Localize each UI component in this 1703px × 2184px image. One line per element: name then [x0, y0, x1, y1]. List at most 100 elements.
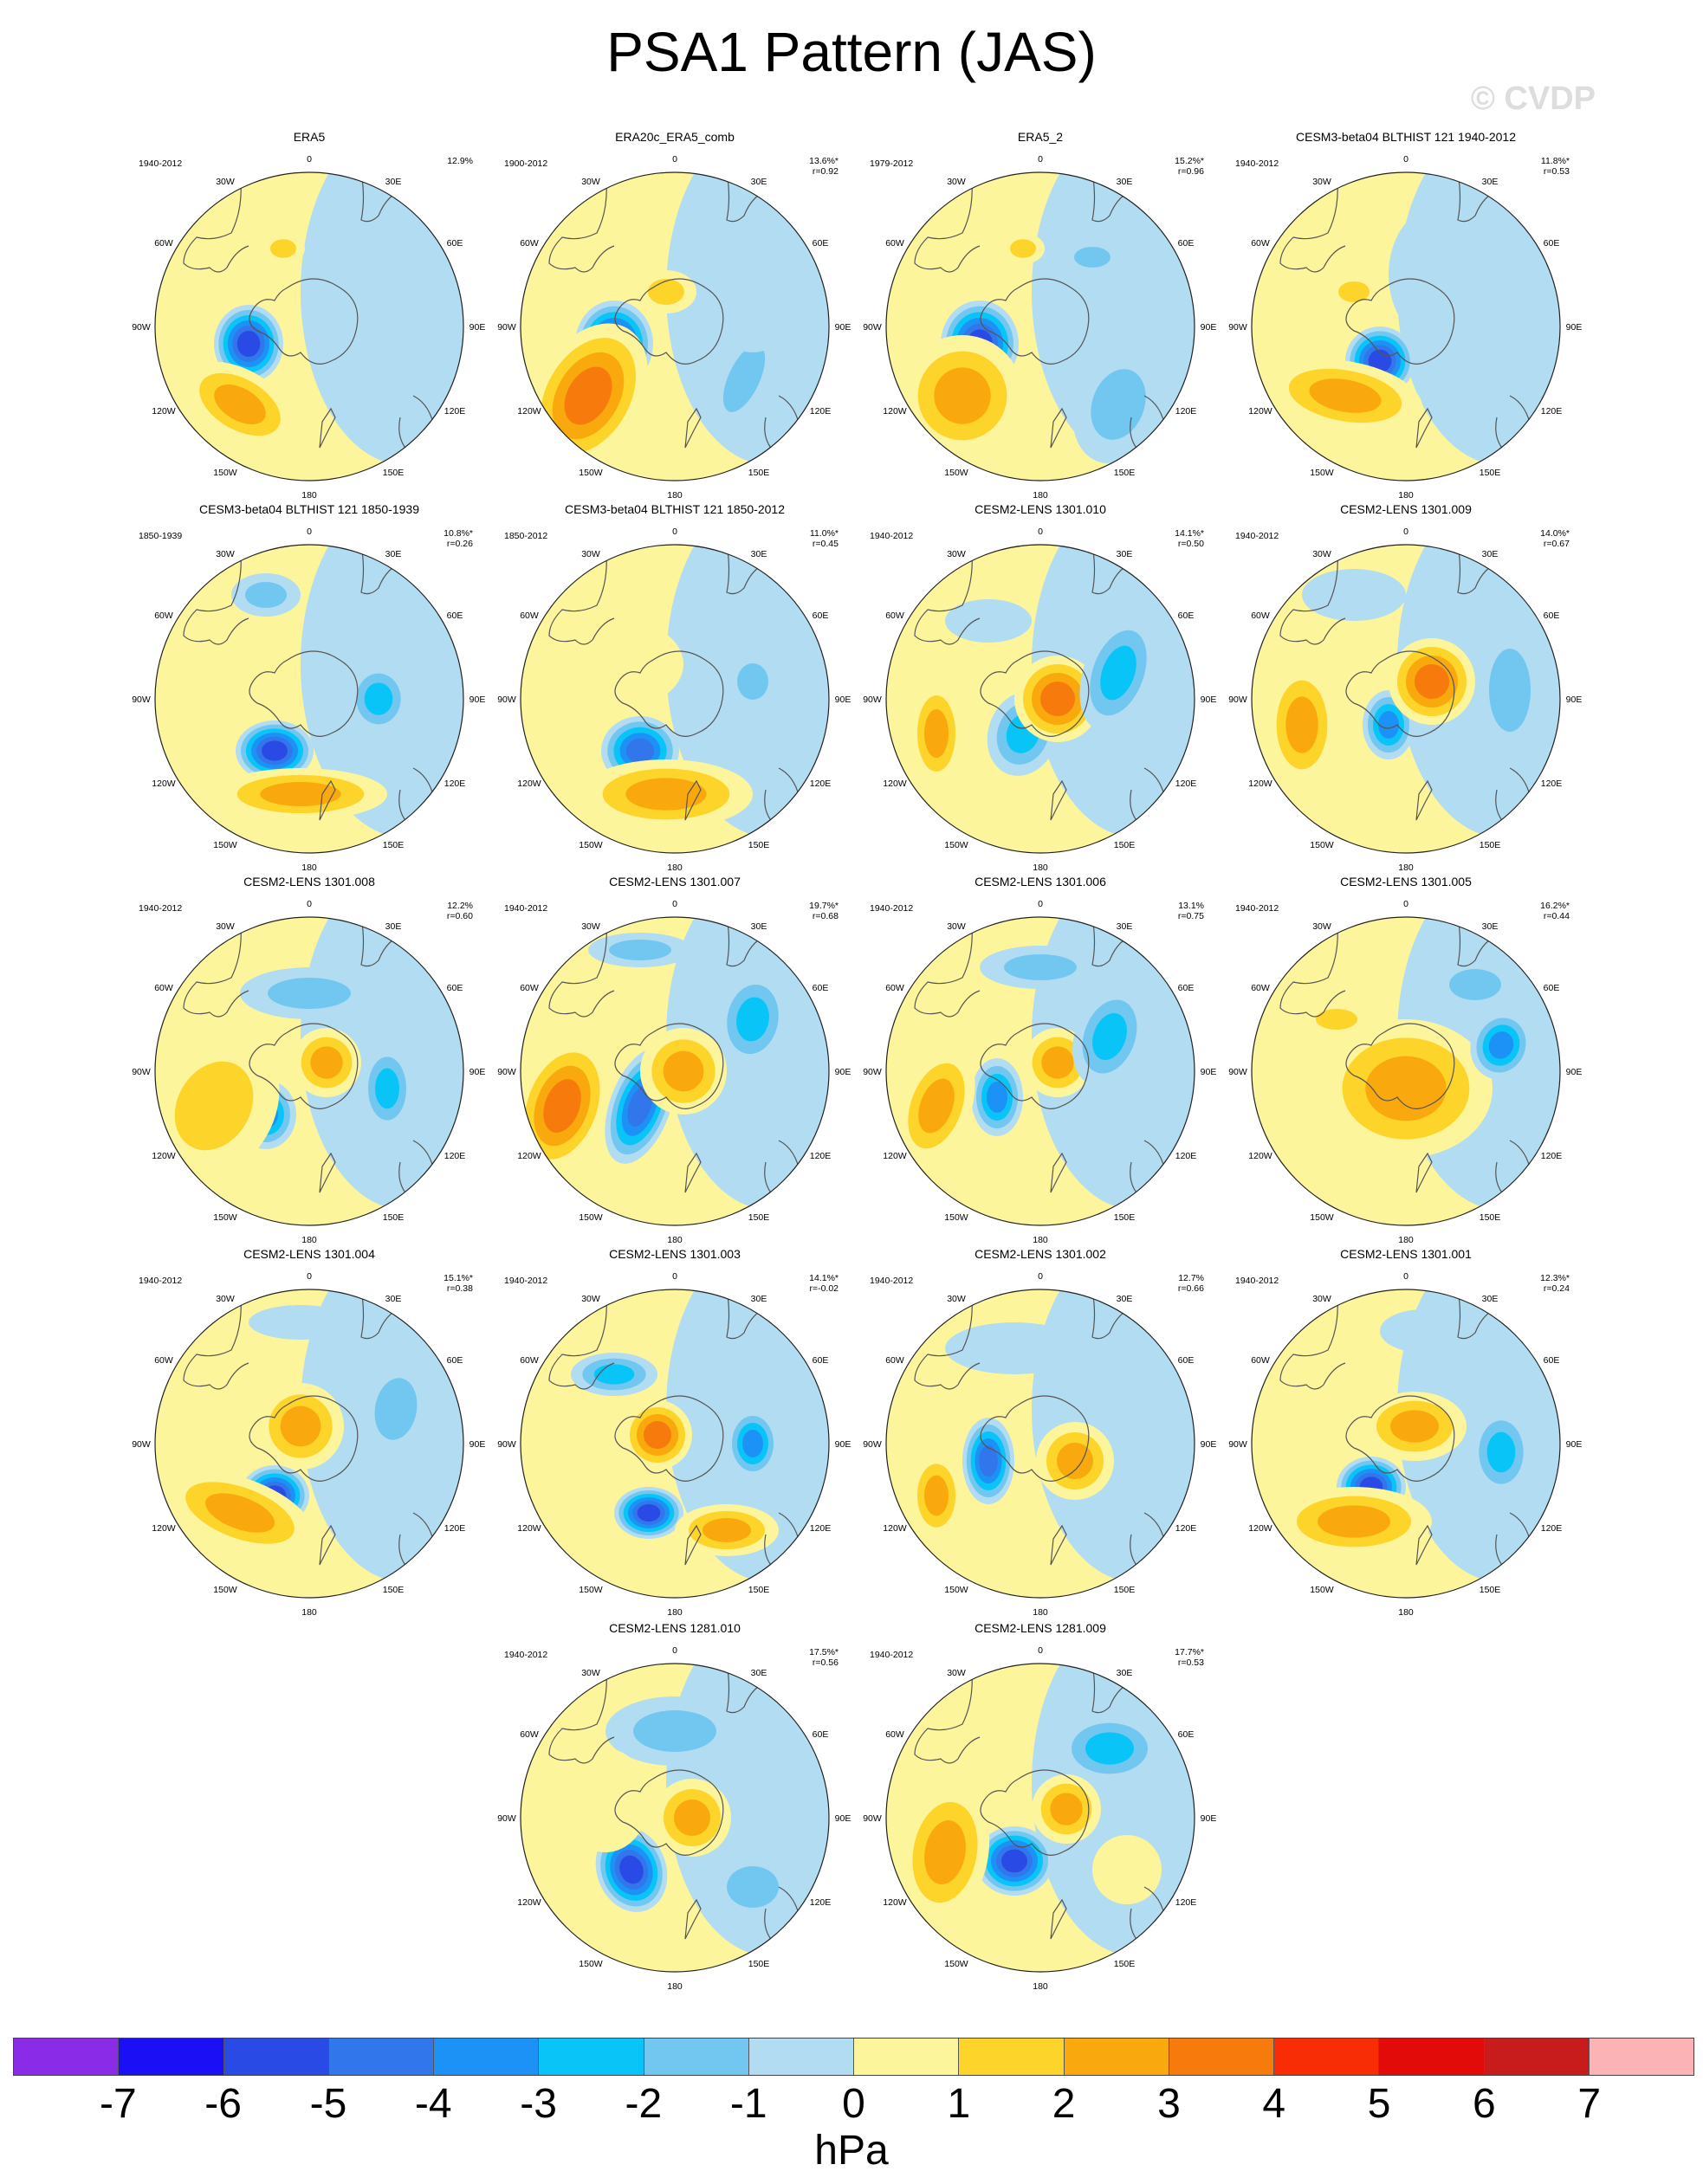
africa-outline [1091, 1664, 1136, 1714]
lon-90w-label: 90W [132, 695, 151, 705]
contour-fill [236, 331, 261, 357]
panel-variance-pct: 17.7%* [1175, 1647, 1204, 1657]
map-panel: CESM2-LENS 1301.004 1940-2012 15.1%* r=0.38… [128, 1247, 490, 1618]
lon-90e-label: 90E [1201, 1813, 1217, 1824]
map-boundary [520, 1289, 830, 1599]
colorbar-tick-label: -6 [204, 2081, 242, 2127]
panel-title: CESM3-beta04 BLTHIST 121 1850-1939 [199, 502, 419, 516]
lon-120e-label: 120E [1175, 1151, 1197, 1161]
lon-90w-label: 90W [863, 322, 882, 333]
contour-fill [174, 1061, 254, 1151]
panel-title: CESM2-LENS 1301.010 [975, 502, 1106, 516]
colorbar-swatch [959, 2039, 1065, 2075]
colorbar-tick-label: 2 [1052, 2081, 1076, 2127]
south-america-outline [548, 1289, 615, 1390]
lon-90e-label: 90E [1566, 695, 1583, 705]
panel-period: 1900-2012 [504, 158, 548, 169]
lon-30e-label: 30E [1117, 177, 1133, 187]
lon-120e-label: 120E [444, 1523, 466, 1534]
lon-90e-label: 90E [835, 695, 852, 705]
lon-0-label: 0 [1038, 1271, 1043, 1282]
lon-120e-label: 120E [810, 1151, 832, 1161]
map-boundary [154, 171, 464, 481]
lon-120e-label: 120E [810, 779, 832, 789]
panel-variance-pct: 12.2% [447, 901, 473, 911]
panel-stats: 19.7%* r=0.68 [769, 901, 839, 921]
lon-90w-label: 90W [497, 1813, 516, 1824]
map-panel: CESM2-LENS 1301.002 1940-2012 12.7% r=0.66 0… [859, 1247, 1221, 1618]
lon-30e-label: 30E [1482, 1294, 1499, 1304]
lon-60w-label: 60W [885, 1729, 904, 1740]
lon-150w-label: 150W [1310, 840, 1334, 850]
contour-fill [327, 179, 463, 422]
africa-outline [1457, 172, 1502, 223]
contour-fill [1285, 696, 1318, 753]
map-boundary [885, 544, 1195, 854]
panel-stats: 13.6%* r=0.92 [769, 156, 839, 177]
lon-0-label: 0 [1403, 899, 1408, 909]
lon-60w-label: 60W [885, 611, 904, 621]
panel-stats: 15.1%* r=0.38 [404, 1273, 473, 1294]
lon-60w-label: 60W [1251, 238, 1270, 249]
contour-fill [1092, 1835, 1162, 1904]
lon-150e-label: 150E [1114, 1212, 1136, 1223]
panel-period: 1940-2012 [504, 1650, 548, 1660]
panel-title: CESM2-LENS 1281.009 [975, 1621, 1106, 1635]
contour-fill [197, 630, 301, 716]
lon-60e-label: 60E [813, 1355, 829, 1366]
contour-fill [1004, 954, 1077, 980]
new-zealand-outline [1050, 1898, 1067, 1940]
contour-fill [1316, 1009, 1357, 1030]
panel-period: 1940-2012 [870, 1650, 914, 1660]
colorbar-swatch [434, 2039, 540, 2075]
lon-90e-label: 90E [469, 1067, 486, 1077]
contour-fill [644, 1421, 671, 1449]
lon-120w-label: 120W [152, 1523, 176, 1534]
new-zealand-outline [1415, 1152, 1433, 1193]
lon-60w-label: 60W [1251, 611, 1270, 621]
lon-0-label: 0 [1038, 154, 1043, 165]
colorbar-swatch [854, 2039, 960, 2075]
lon-30e-label: 30E [751, 177, 767, 187]
colorbar-tick-label: 6 [1473, 2081, 1496, 2127]
panel-pattern-corr: r=0.53 [1177, 1657, 1204, 1668]
contour-fill [1309, 378, 1382, 413]
lon-180-label: 180 [301, 1235, 317, 1245]
panel-variance-pct: 15.1%* [444, 1273, 473, 1283]
map-panel: CESM3-beta04 BLTHIST 121 1850-2012 1850-2… [494, 502, 856, 873]
contour-fill [1365, 1056, 1447, 1121]
panel-variance-pct: 14.1%* [809, 1273, 839, 1283]
south-america-outline [548, 545, 615, 645]
lon-30w-label: 30W [1312, 1294, 1331, 1304]
lon-0-label: 0 [672, 1645, 677, 1656]
antarctica-outline [980, 650, 1090, 737]
panel-stats: 11.0%* r=0.45 [769, 528, 839, 549]
panel-variance-pct: 17.5%* [809, 1647, 839, 1657]
polar-map: 0 30E 60E 90E 120E 150E 180 150W 120W 90W 60W 30W [1228, 899, 1582, 1245]
polar-map: 0 30E 60E 90E 120E 150E 180 150W 120W 90W 60W 30W [863, 1645, 1217, 1992]
lon-60e-label: 60E [447, 983, 463, 993]
lon-150e-label: 150E [383, 468, 405, 478]
lon-150w-label: 150W [944, 1212, 968, 1223]
lon-90e-label: 90E [835, 1067, 852, 1077]
contour-fill [1449, 969, 1501, 1000]
antarctica-outline [980, 278, 1090, 365]
south-america-outline [1279, 1289, 1346, 1390]
contour-fill [625, 778, 707, 811]
colorbar-tick-label: 0 [842, 2081, 865, 2127]
map-boundary [154, 916, 464, 1226]
lon-120e-label: 120E [1541, 779, 1563, 789]
lon-150w-label: 150W [579, 1585, 603, 1595]
panel-title: CESM2-LENS 1301.003 [609, 1247, 741, 1261]
panel-stats: 12.9% [404, 156, 473, 166]
lon-150w-label: 150W [1310, 468, 1334, 478]
contour-fill [987, 1082, 1007, 1113]
africa-outline [1091, 917, 1136, 967]
lon-90e-label: 90E [469, 322, 486, 333]
contour-fill [1040, 682, 1075, 716]
lon-150e-label: 150E [1114, 840, 1136, 850]
panel-period: 1940-2012 [504, 903, 548, 914]
panel-period: 1979-2012 [870, 158, 914, 169]
map-panel: CESM2-LENS 1301.001 1940-2012 12.3%* r=0.24… [1225, 1247, 1587, 1618]
panel-pattern-corr: r=0.56 [812, 1657, 839, 1668]
